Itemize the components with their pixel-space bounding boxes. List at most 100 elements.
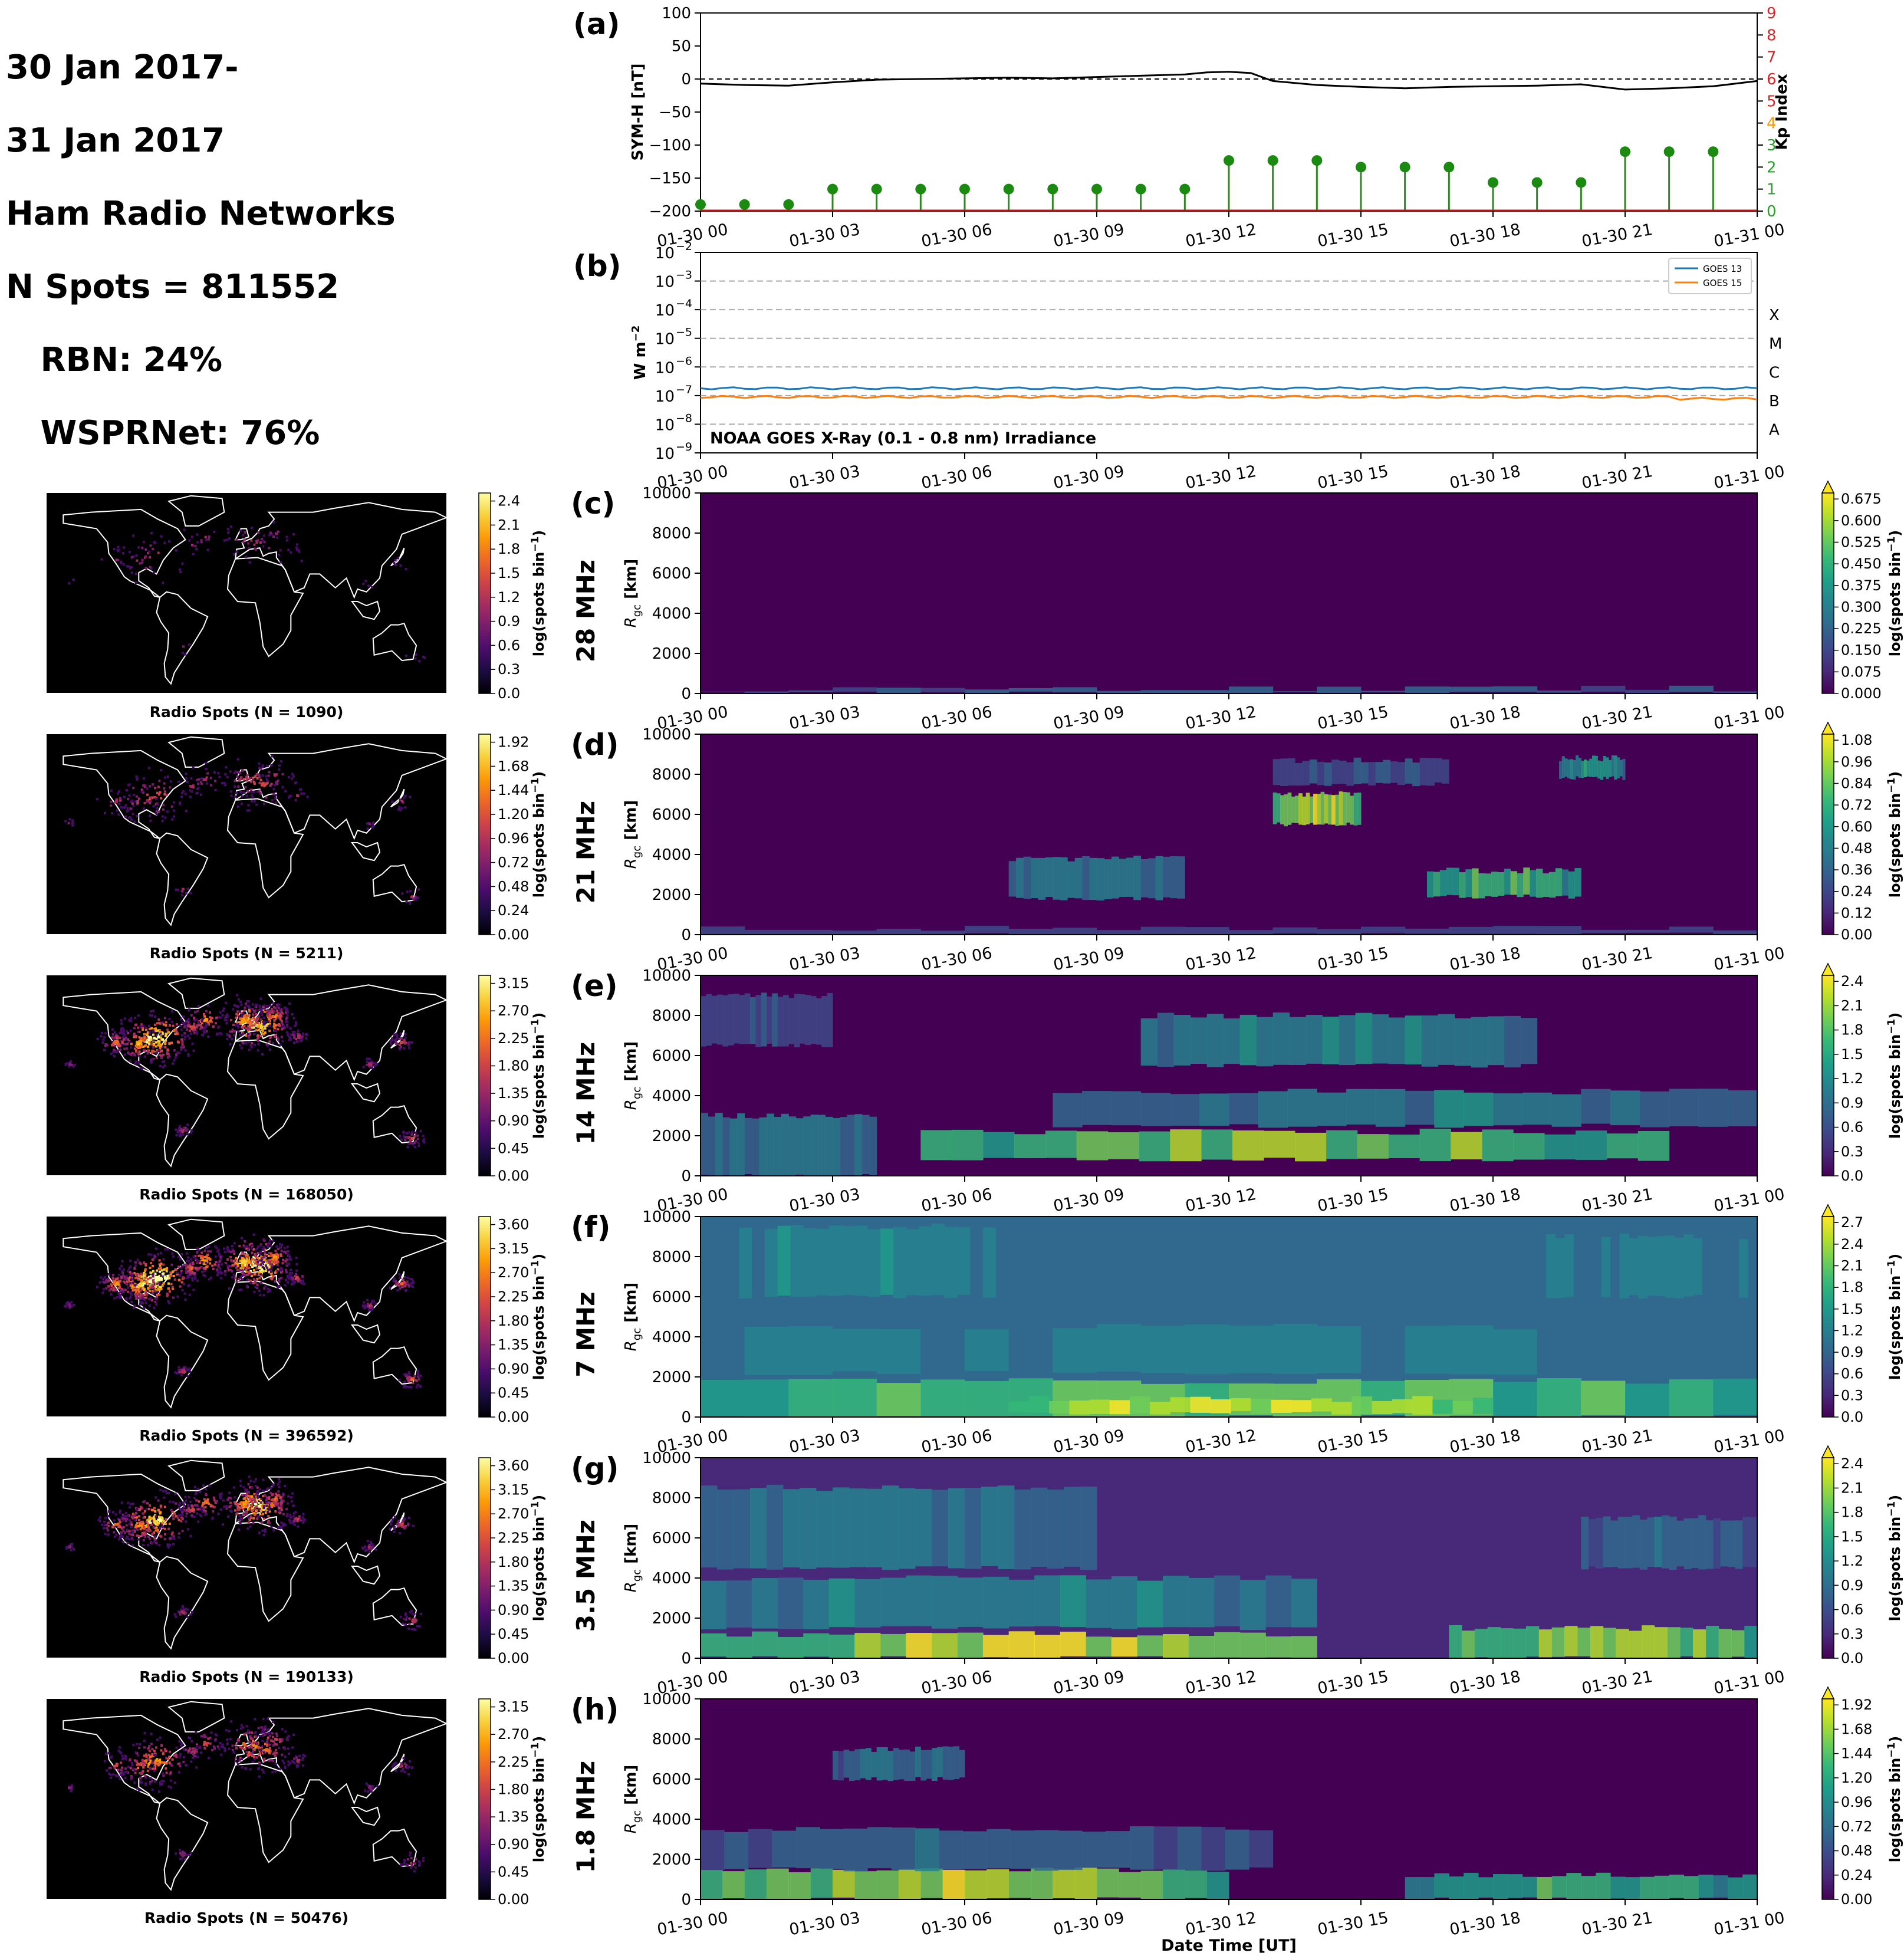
spot-bin bbox=[224, 1273, 227, 1276]
spot-bin bbox=[209, 1016, 212, 1019]
heatmap-cell bbox=[1291, 1636, 1317, 1658]
spot-bin bbox=[119, 1291, 122, 1294]
spot-bin bbox=[270, 1261, 273, 1264]
spot-bin bbox=[65, 1546, 68, 1549]
spot-bin bbox=[238, 1278, 241, 1281]
spot-bin bbox=[414, 1131, 417, 1134]
spot-bin bbox=[183, 1609, 186, 1612]
spot-bin bbox=[240, 1004, 243, 1007]
colorbar-tick-label: 0.0 bbox=[498, 685, 520, 702]
colorbar-tick-label: 0.3 bbox=[1841, 1626, 1863, 1642]
spot-bin bbox=[259, 1018, 262, 1021]
spot-bin bbox=[185, 1129, 188, 1132]
spot-bin bbox=[117, 1043, 120, 1046]
band4-xtick-label: 01-30 18 bbox=[1448, 1668, 1522, 1698]
spot-bin bbox=[180, 1608, 183, 1611]
spot-bin bbox=[259, 1261, 262, 1264]
y-axis-label-sub: gc bbox=[631, 1569, 643, 1582]
band0-xtick-label: 01-30 03 bbox=[788, 703, 861, 734]
spot-bin bbox=[412, 1285, 415, 1288]
spot-bin bbox=[181, 791, 184, 794]
spot-bin bbox=[140, 1067, 143, 1070]
spot-bin bbox=[410, 1610, 413, 1613]
spot-bin bbox=[292, 1515, 295, 1518]
heatmap-cell bbox=[1097, 691, 1142, 693]
spot-bin bbox=[259, 1250, 262, 1253]
spot-bin bbox=[162, 808, 165, 811]
spot-bin bbox=[250, 1028, 253, 1031]
heatmap-cell bbox=[1309, 796, 1314, 823]
spot-bin bbox=[245, 775, 248, 778]
spot-bin bbox=[70, 1064, 73, 1067]
spot-bin bbox=[245, 1500, 248, 1503]
colorbar-tick-label: 1.80 bbox=[498, 1057, 529, 1074]
heatmap-cell bbox=[1139, 1131, 1170, 1162]
spot-bin bbox=[166, 810, 169, 813]
spot-bin bbox=[258, 1008, 261, 1011]
spot-bin bbox=[196, 541, 199, 544]
spot-bin bbox=[119, 1536, 121, 1539]
spot-bin bbox=[193, 1019, 196, 1022]
spot-bin bbox=[279, 1505, 282, 1507]
spot-bin bbox=[192, 1255, 195, 1258]
spot-bin bbox=[141, 1037, 144, 1040]
spot-bin bbox=[255, 1013, 258, 1016]
spot-bin bbox=[214, 780, 216, 783]
spot-bin bbox=[238, 1518, 241, 1521]
ytick-label: 10 bbox=[655, 445, 675, 463]
heatmap-cell bbox=[1522, 1092, 1553, 1125]
heatmap-cell bbox=[1388, 1017, 1406, 1064]
spot-bin bbox=[361, 1547, 364, 1550]
spot-bin bbox=[154, 1045, 157, 1048]
spot-bin bbox=[269, 1268, 272, 1271]
spot-bin bbox=[199, 781, 202, 784]
spot-bin bbox=[149, 556, 152, 559]
b-xtick-label: 01-30 12 bbox=[1184, 462, 1258, 493]
spot-bin bbox=[191, 1043, 194, 1045]
heatmap-cell bbox=[726, 1227, 739, 1297]
heatmap-cell bbox=[744, 993, 751, 1044]
spot-bin bbox=[149, 1267, 152, 1270]
spot-bin bbox=[193, 1485, 196, 1488]
heatmap-cell bbox=[1478, 873, 1485, 899]
spot-bin bbox=[186, 1025, 189, 1028]
heatmap-cell bbox=[1434, 1090, 1464, 1128]
spot-bin bbox=[281, 1022, 284, 1025]
a-xtick-label: 01-30 06 bbox=[920, 221, 994, 251]
heatmap-cell bbox=[1647, 1517, 1655, 1567]
spot-bin bbox=[279, 1526, 282, 1528]
spot-bin bbox=[230, 525, 233, 528]
spot-bin bbox=[186, 1528, 189, 1531]
band0-xtick-label: 01-30 21 bbox=[1580, 703, 1654, 734]
spot-bin bbox=[231, 1028, 234, 1031]
spot-bin bbox=[166, 1294, 169, 1297]
spot-bin bbox=[142, 1516, 145, 1519]
spot-bin bbox=[268, 1521, 271, 1524]
heatmap-cell bbox=[1720, 1520, 1728, 1567]
spot-bin bbox=[257, 1040, 259, 1042]
spot-bin bbox=[258, 1024, 261, 1027]
spot-bin bbox=[103, 1527, 106, 1530]
spot-bin bbox=[149, 1290, 151, 1293]
spot-bin bbox=[367, 1546, 370, 1549]
spot-bin bbox=[292, 1522, 295, 1525]
spot-bin bbox=[68, 1306, 71, 1309]
spot-bin bbox=[170, 805, 173, 808]
spot-bin bbox=[163, 1538, 166, 1540]
spot-bin bbox=[254, 775, 257, 778]
heatmap-cell bbox=[1462, 1630, 1475, 1658]
spot-bin bbox=[202, 1484, 205, 1487]
heatmap-cell bbox=[1537, 1378, 1581, 1417]
spot-bin bbox=[264, 1264, 267, 1267]
heatmap-cell bbox=[1537, 691, 1581, 693]
spot-bin bbox=[276, 536, 279, 539]
spot-bin bbox=[247, 1491, 250, 1494]
heatmap-cell bbox=[1272, 1324, 1317, 1374]
spot-bin bbox=[143, 1531, 146, 1534]
heatmap-cell bbox=[1339, 1015, 1356, 1066]
heatmap-cell bbox=[1578, 758, 1581, 778]
spot-bin bbox=[276, 1287, 279, 1289]
spot-bin bbox=[202, 1262, 205, 1265]
heatmap-cell bbox=[1632, 1515, 1640, 1568]
spot-bin bbox=[196, 1010, 199, 1012]
